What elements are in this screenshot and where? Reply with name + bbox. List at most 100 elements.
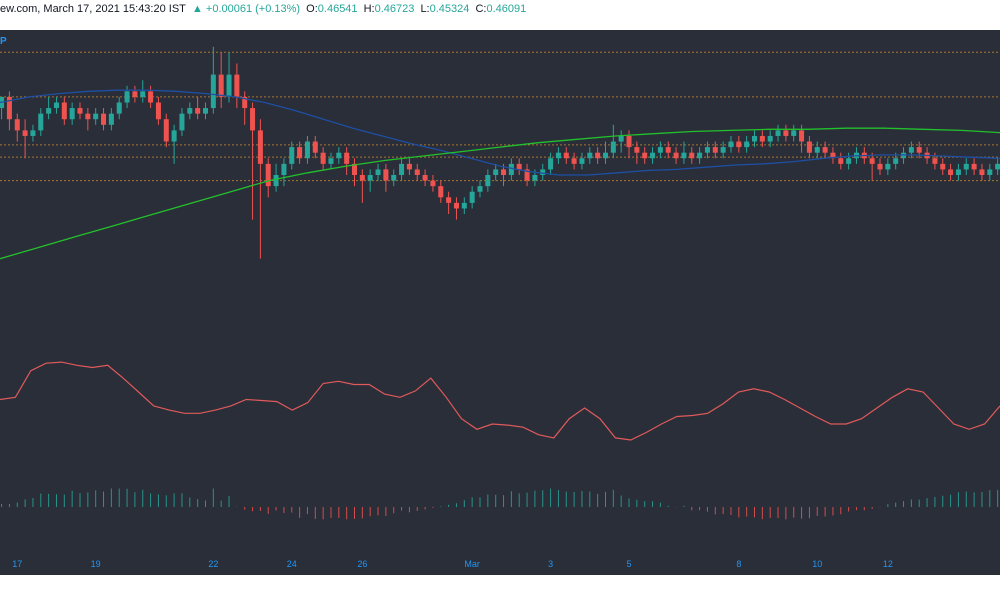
candle-body <box>681 152 687 159</box>
candle-body <box>689 152 695 159</box>
candle-body <box>383 169 389 181</box>
x-tick-label: 22 <box>208 559 218 569</box>
candle-body <box>516 163 522 170</box>
candle-body <box>257 130 263 164</box>
candle-body <box>767 135 773 142</box>
candle-body <box>532 175 538 181</box>
candle-body <box>101 113 107 125</box>
close-value: 0.46091 <box>486 3 527 15</box>
candle-body <box>822 147 828 153</box>
candle-body <box>814 147 820 153</box>
change-value: +0.00061 (+0.13%) <box>205 3 301 15</box>
candle-body <box>846 158 852 164</box>
candle-body <box>469 191 475 203</box>
candle-body <box>642 152 648 159</box>
candle-body <box>775 130 781 136</box>
chart-header: ew.com, March 17, 2021 15:43:20 IST ▲ +0… <box>0 0 1000 30</box>
candle-body <box>610 141 616 153</box>
candle-body <box>995 163 1000 170</box>
candle-body <box>587 152 593 159</box>
candle-body <box>289 147 295 164</box>
candle-body <box>877 163 883 170</box>
candle-body <box>124 91 130 103</box>
chart-panel[interactable]: 1719222426Mar358101215 <box>0 30 1000 575</box>
candle-body <box>665 147 671 153</box>
candle-body <box>830 152 836 159</box>
candle-body <box>485 175 491 187</box>
candle-body <box>971 163 977 170</box>
candle-body <box>281 163 287 175</box>
candle-body <box>524 169 530 181</box>
candle-body <box>140 91 146 97</box>
candle-body <box>61 102 67 120</box>
candle-body <box>226 74 232 97</box>
x-tick-label: 19 <box>91 559 101 569</box>
x-tick-label: 8 <box>736 559 741 569</box>
candle-body <box>359 175 365 181</box>
close-label: C: <box>475 3 487 15</box>
candle-body <box>908 147 914 153</box>
high-label: H: <box>363 3 375 15</box>
candle-body <box>595 152 601 159</box>
candle-body <box>618 135 624 142</box>
ma-fast-line <box>0 89 1000 176</box>
candle-body <box>987 169 993 175</box>
candle-body <box>179 113 185 131</box>
candle-body <box>312 141 318 153</box>
high-value: 0.46723 <box>374 3 415 15</box>
candle-body <box>752 135 758 142</box>
candle-body <box>202 108 208 114</box>
oscillator-line <box>0 361 1000 441</box>
candle-body <box>422 175 428 181</box>
candle-body <box>108 113 114 125</box>
candle-body <box>352 163 358 175</box>
candle-body <box>540 169 546 175</box>
low-label: L: <box>420 3 430 15</box>
candle-body <box>155 102 161 120</box>
price-chart[interactable]: 1719222426Mar358101215 <box>0 30 1000 575</box>
open-value: 0.46541 <box>317 3 358 15</box>
candle-body <box>234 74 240 97</box>
candle-body <box>806 141 812 153</box>
candle-body <box>46 108 52 114</box>
candle-body <box>69 108 75 120</box>
ohlc-legend: ew.com, March 17, 2021 15:43:20 IST ▲ +0… <box>0 3 526 15</box>
candle-body <box>548 158 554 170</box>
x-tick-label: 3 <box>548 559 553 569</box>
candle-body <box>38 113 44 131</box>
candle-body <box>77 108 83 114</box>
candle-body <box>697 152 703 159</box>
candle-body <box>657 147 663 153</box>
candle-body <box>116 102 122 114</box>
candle-body <box>869 158 875 164</box>
candle-body <box>163 119 169 142</box>
candle-body <box>210 74 216 109</box>
candle-body <box>250 108 256 131</box>
candle-body <box>493 169 499 175</box>
candle-body <box>650 152 656 159</box>
candle-body <box>304 141 310 159</box>
source-text: ew.com, March 17, 2021 15:43:20 IST <box>0 3 186 15</box>
candle-body <box>571 158 577 164</box>
candle-body <box>132 91 138 97</box>
candle-body <box>563 152 569 159</box>
candle-body <box>391 175 397 181</box>
candle-body <box>932 158 938 164</box>
x-tick-label: 17 <box>12 559 22 569</box>
candle-body <box>406 163 412 170</box>
candle-body <box>265 163 271 187</box>
x-tick-label: Mar <box>464 559 480 569</box>
change-arrow-icon: ▲ <box>191 3 203 15</box>
candle-body <box>712 147 718 153</box>
candle-body <box>453 202 459 209</box>
x-tick-label: 12 <box>883 559 893 569</box>
candle-body <box>446 197 452 203</box>
candle-body <box>218 74 224 97</box>
candle-body <box>736 141 742 148</box>
candle-body <box>461 202 467 209</box>
candle-body <box>501 169 507 175</box>
candle-body <box>297 147 303 159</box>
candle-body <box>375 169 381 175</box>
candle-body <box>508 163 514 175</box>
candle-body <box>242 96 248 109</box>
